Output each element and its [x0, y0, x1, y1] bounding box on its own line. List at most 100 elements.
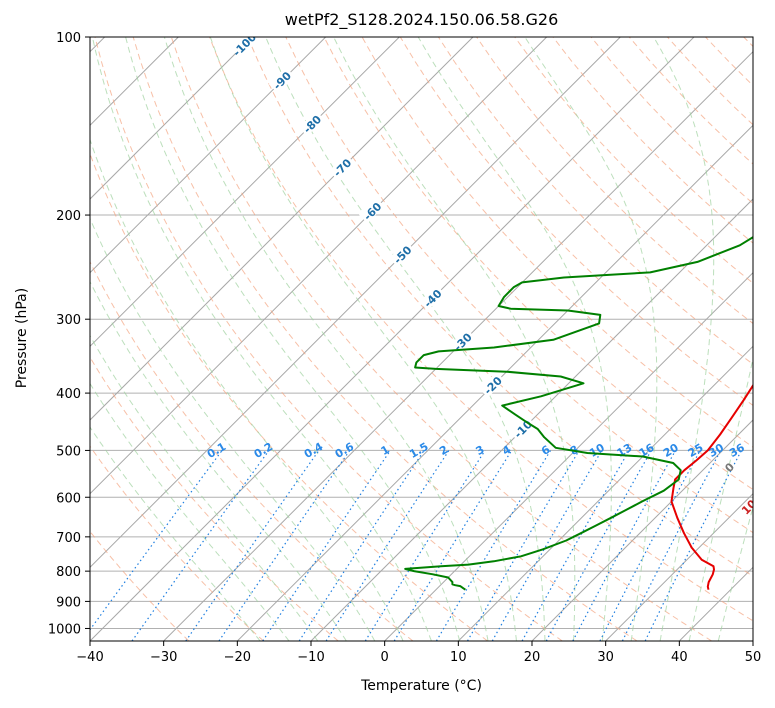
isotherm-label-bg	[509, 415, 536, 442]
x-tick-label: 0	[381, 650, 389, 665]
y-tick-label: 900	[56, 595, 81, 610]
x-tick-label: −20	[224, 650, 251, 665]
isotherm-line	[90, 37, 474, 421]
x-axis: −40 −30 −20 −10 0 10 20 30 40 50	[76, 641, 761, 665]
moist-adiabat-line	[163, 37, 489, 641]
isotherm-line	[90, 37, 253, 200]
mixing-ratio-line	[218, 450, 351, 641]
x-tick-label: 10	[450, 650, 467, 665]
mixing-ratio-label: 10	[587, 441, 607, 460]
isotherm-line	[90, 37, 548, 495]
dry-adiabat-line	[90, 445, 264, 641]
x-tick-label: −40	[76, 650, 103, 665]
moist-adiabat-line	[717, 505, 753, 641]
dry-adiabat-line	[667, 37, 753, 126]
mixing-ratio-line	[644, 450, 743, 641]
moist-adiabat-line	[417, 37, 612, 641]
isotherm-label-bg	[328, 154, 355, 180]
y-tick-label: 700	[56, 531, 81, 546]
moist-adiabat-label: 10	[739, 497, 759, 517]
mixing-ratio-line	[393, 450, 513, 641]
dry-adiabat-line	[170, 37, 712, 641]
x-tick-label: −10	[297, 650, 324, 665]
mixing-ratio-line	[325, 450, 450, 641]
mixing-ratio-line	[545, 450, 652, 641]
x-tick-label: 30	[597, 650, 614, 665]
mixing-ratio-label: 20	[661, 441, 681, 460]
mixing-ratio-label: 36	[727, 441, 747, 460]
sounding-profiles	[404, 236, 753, 591]
moist-adiabat-line	[524, 37, 658, 641]
isotherm-line	[90, 37, 695, 641]
mixing-ratio-line	[90, 450, 223, 631]
dry-adiabat-line	[209, 37, 753, 622]
dry-adiabat-line	[590, 37, 753, 205]
moist-adiabat-line	[90, 280, 347, 641]
y-axis: 100 200 300 400 500 600 700 800 900 1000	[48, 31, 90, 637]
isotherm-label-bg	[268, 67, 295, 93]
dry-adiabat-line	[437, 37, 753, 365]
dry-adiabat-line	[90, 530, 190, 641]
y-tick-label: 200	[56, 209, 81, 224]
isotherm-label-bg	[449, 328, 475, 354]
isotherm-line	[752, 640, 753, 641]
y-tick-label: 400	[56, 387, 81, 402]
isotherm-label-bg	[298, 110, 325, 137]
dry-adiabat-line	[90, 356, 339, 641]
dry-adiabat-line	[90, 260, 414, 641]
dry-adiabat-line	[705, 37, 753, 87]
x-tick-label: 50	[745, 650, 762, 665]
x-tick-label: −30	[150, 650, 177, 665]
moist-adiabat-line	[688, 355, 753, 641]
isotherm-line	[457, 345, 753, 641]
mixing-ratio-label: 0.6	[333, 440, 357, 461]
dry-adiabat-line	[285, 37, 753, 534]
mixing-ratio-line	[298, 450, 425, 641]
mixing-ratio-line	[599, 450, 701, 641]
y-tick-label: 300	[56, 313, 81, 328]
mixing-ratio-label: 1.5	[407, 440, 430, 461]
moist-adiabat-line	[265, 37, 546, 641]
isotherm-line	[90, 37, 327, 274]
x-tick-label: 20	[524, 650, 541, 665]
x-axis-label: Temperature (°C)	[361, 678, 482, 694]
isotherm-line	[384, 271, 753, 641]
plot-frame	[89, 36, 754, 642]
y-tick-label: 800	[56, 565, 81, 580]
mixing-ratio-line	[185, 450, 320, 641]
dry-adiabat-line	[90, 152, 488, 641]
dry-adiabat-line	[323, 37, 753, 491]
y-tick-label: 500	[56, 444, 81, 459]
y-tick-label: 100	[56, 31, 81, 46]
isotherm-label-bg	[419, 284, 445, 311]
moist-adiabat-label: 20	[764, 531, 775, 551]
moist-adiabat-line	[91, 37, 432, 641]
moist-adiabat-line	[90, 138, 404, 641]
y-tick-label: 600	[56, 491, 81, 506]
isotherm-line	[605, 492, 753, 641]
dry-adiabat-line	[132, 37, 638, 641]
mixing-ratio-label: 0.1	[205, 440, 228, 461]
mixing-ratio-label: 0.2	[252, 440, 275, 461]
isotherm-line	[236, 124, 753, 641]
mixing-ratio-line	[466, 450, 580, 641]
mixing-ratio-label: 25	[686, 441, 706, 460]
isotherm-line	[90, 37, 621, 569]
moist-adiabat-line	[90, 426, 261, 641]
temperature-profile-line	[670, 383, 753, 590]
moist-adiabat-line	[90, 334, 319, 641]
moist-adiabat-line	[333, 37, 576, 641]
moist-adiabat-line	[653, 37, 715, 641]
chart-title: wetPf2_S128.2024.150.06.58.G26	[284, 10, 559, 29]
moist-adiabat-line	[90, 382, 290, 641]
mixing-ratio-line	[131, 450, 270, 641]
isotherm-label-bg	[479, 372, 505, 398]
dry-adiabat-line	[476, 37, 753, 325]
isotherm-label-bg	[230, 37, 257, 57]
mixing-ratio-label: 30	[706, 441, 726, 460]
isotherm-label: -100	[230, 30, 259, 59]
mixing-ratio-line	[364, 450, 486, 641]
isotherm-line	[90, 37, 179, 127]
